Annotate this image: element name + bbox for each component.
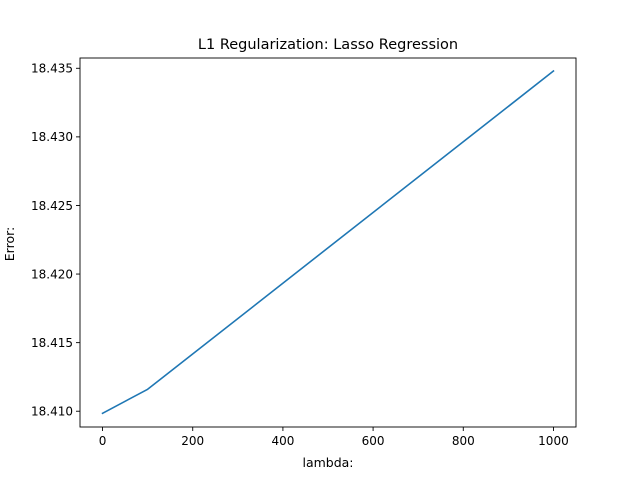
y-tick-label: 18.425 bbox=[31, 199, 73, 213]
series-line-0 bbox=[101, 69, 555, 415]
y-tick-label: 18.415 bbox=[31, 336, 73, 350]
axes-layer bbox=[79, 57, 577, 428]
y-axis-label: Error: bbox=[2, 227, 17, 261]
y-tick-label: 18.420 bbox=[31, 267, 73, 281]
x-axis-label: lambda: bbox=[302, 455, 353, 470]
y-tick-label: 18.410 bbox=[31, 405, 73, 419]
x-tick-label: 800 bbox=[452, 434, 475, 448]
y-tick-label: 18.430 bbox=[31, 130, 73, 144]
x-tick-label: 1000 bbox=[538, 434, 569, 448]
y-tick-label: 18.435 bbox=[31, 62, 73, 76]
x-tick-label: 400 bbox=[271, 434, 294, 448]
x-tick-label: 200 bbox=[181, 434, 204, 448]
ticks-layer: 0 200 400 600 800 1000 18.410 18.415 18.420 18.42… bbox=[31, 62, 569, 448]
x-tick-label: 0 bbox=[99, 434, 107, 448]
chart-title: L1 Regularization: Lasso Regression bbox=[198, 37, 458, 53]
x-tick-label: 600 bbox=[362, 434, 385, 448]
series-layer bbox=[101, 69, 555, 415]
plot-frame bbox=[79, 57, 577, 428]
